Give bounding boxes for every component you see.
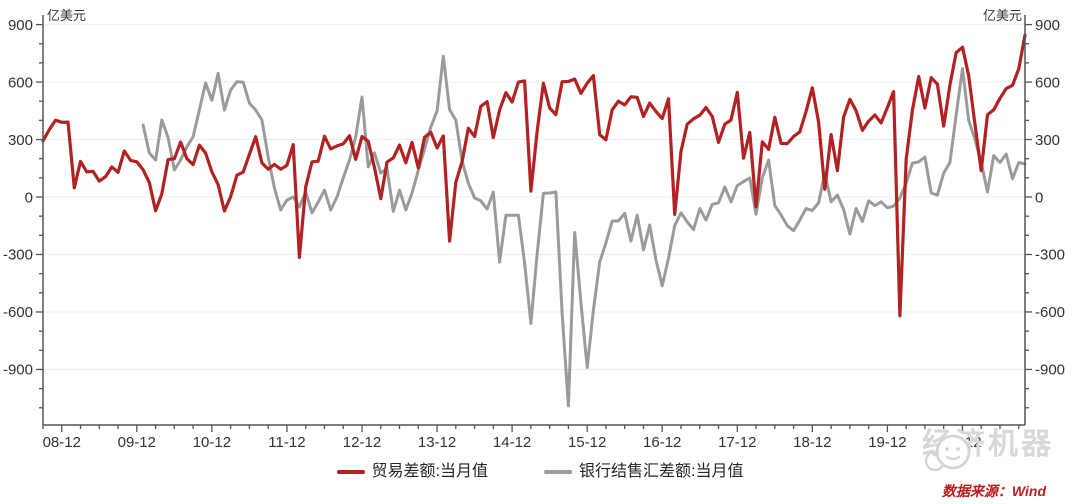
svg-text:15-12: 15-12 [568, 434, 606, 451]
svg-text:600: 600 [8, 74, 33, 91]
svg-text:12-12: 12-12 [343, 434, 381, 451]
y-axis-unit-right: 亿美元 [982, 8, 1022, 23]
svg-text:09-12: 09-12 [118, 434, 156, 451]
svg-text:-600: -600 [3, 304, 33, 321]
svg-text:300: 300 [8, 132, 33, 149]
trade-balance-legend-label: 贸易差额:当月值 [371, 463, 488, 480]
y-axis-unit-left: 亿美元 [47, 8, 87, 23]
chart-legend: 贸易差额:当月值 银行结售汇差额:当月值 [0, 461, 1080, 483]
svg-text:10-12: 10-12 [193, 434, 231, 451]
svg-text:17-12: 17-12 [718, 434, 756, 451]
svg-text:-900: -900 [3, 362, 33, 379]
svg-text:19-12: 19-12 [868, 434, 906, 451]
svg-text:20-12: 20-12 [943, 434, 981, 451]
svg-text:300: 300 [1035, 132, 1060, 149]
trade-balance-line-swatch [336, 470, 365, 474]
fx-settlement-legend-label: 银行结售汇差额:当月值 [579, 463, 744, 480]
svg-text:-300: -300 [1035, 247, 1065, 264]
svg-text:18-12: 18-12 [793, 434, 831, 451]
svg-text:0: 0 [1035, 189, 1043, 206]
svg-text:900: 900 [8, 17, 33, 34]
data-source-note: 数据来源：Wind [941, 483, 1046, 499]
legend-item-trade-balance: 贸易差额:当月值 [336, 463, 488, 480]
svg-text:600: 600 [1035, 74, 1060, 91]
svg-text:13-12: 13-12 [418, 434, 456, 451]
svg-text:16-12: 16-12 [643, 434, 681, 451]
svg-text:0: 0 [25, 189, 33, 206]
fx-settlement-line-swatch [544, 470, 572, 474]
svg-text:08-12: 08-12 [43, 434, 81, 451]
svg-text:-600: -600 [1035, 304, 1065, 321]
legend-item-fx-settlement: 银行结售汇差额:当月值 [544, 464, 743, 480]
svg-text:-300: -300 [3, 247, 33, 264]
svg-text:14-12: 14-12 [493, 434, 531, 451]
svg-text:11-12: 11-12 [268, 434, 305, 451]
svg-text:-900: -900 [1035, 362, 1065, 379]
svg-text:900: 900 [1035, 17, 1060, 34]
